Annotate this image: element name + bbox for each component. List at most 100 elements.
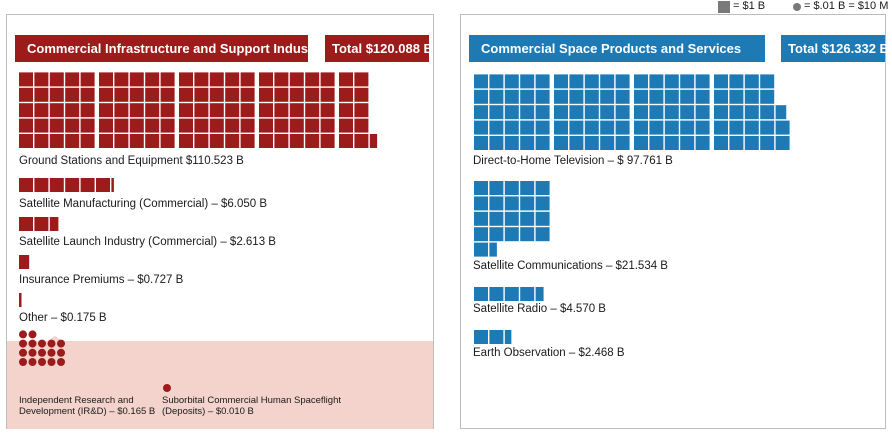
dth-tv-unit [695, 74, 710, 89]
ground-stations-unit [274, 72, 289, 87]
dth-tv-unit [520, 105, 535, 120]
dth-tv-unit [634, 136, 648, 150]
dth-tv-unit [760, 89, 775, 104]
ground-stations-unit [259, 72, 273, 87]
ird-dot [57, 348, 65, 357]
ground-stations-unit [259, 118, 273, 133]
ground-stations-unit [114, 134, 129, 148]
ground-stations-unit [209, 87, 224, 102]
satellite-communications-unit [504, 196, 519, 211]
ground-stations-unit [65, 103, 80, 118]
ground-stations-unit [225, 118, 240, 133]
dth-tv-unit [664, 120, 679, 135]
ground-stations-unit [129, 103, 144, 118]
legend-dot-swatch [793, 3, 801, 11]
ground-stations-unit [65, 118, 80, 133]
dth-tv-unit [714, 105, 728, 120]
satellite-communications-unit [474, 242, 488, 257]
ground-stations-unit [49, 134, 64, 148]
products-total: Total $126.332 B [781, 35, 889, 62]
dth-tv-unit [569, 105, 584, 120]
dth-tv-unit [584, 136, 599, 150]
ground-stations-unit [99, 134, 113, 148]
ground-stations-unit [145, 134, 160, 148]
ground-stations-unit [240, 134, 255, 148]
ground-stations-unit [274, 87, 289, 102]
satellite-communications-unit [489, 227, 504, 242]
satellite-communications-unit [504, 227, 519, 242]
dth-tv-unit [554, 89, 568, 104]
ground-stations-unit [274, 134, 289, 148]
ground-stations-unit [49, 87, 64, 102]
ground-stations-unit [160, 87, 175, 102]
satellite-communications-unit [520, 211, 535, 226]
dth-tv-unit [569, 89, 584, 104]
dth-tv-unit [584, 105, 599, 120]
ird-dot [57, 358, 65, 366]
ground-stations-unit [19, 118, 33, 133]
item-label-insurance-premiums: Insurance Premiums – $0.727 B [19, 274, 184, 286]
dth-tv-unit [744, 89, 759, 104]
satellite-communications-unit [520, 227, 535, 242]
satellite-manufacturing-unit [34, 178, 49, 192]
dth-tv-unit [664, 74, 679, 89]
dth-tv-unit [775, 136, 790, 150]
ground-stations-unit [305, 87, 320, 102]
insurance-premiums-unit-partial [19, 255, 30, 269]
ird-dot [19, 330, 27, 339]
dth-tv-unit [489, 74, 504, 89]
ird-dot [38, 339, 46, 348]
ground-stations-unit [320, 87, 335, 102]
satellite-launch-unit [34, 217, 49, 231]
dth-tv-unit [680, 74, 695, 89]
dth-tv-unit [504, 89, 519, 104]
ground-stations-unit [179, 87, 193, 102]
dth-tv-unit [729, 120, 744, 135]
satellite-communications-unit [520, 181, 535, 195]
ground-stations-unit [320, 134, 335, 148]
satellite-communications-unit [535, 211, 550, 226]
dth-tv-unit [520, 120, 535, 135]
earth-observation-unit [474, 330, 488, 344]
ground-stations-unit [114, 72, 129, 87]
ground-stations-unit [194, 134, 209, 148]
detail-label-suborbital-line2: (Deposits) – $0.010 B [162, 406, 254, 417]
satellite-manufacturing-unit [96, 178, 110, 192]
satellite-communications-unit-partial [489, 242, 497, 257]
ground-stations-unit [145, 87, 160, 102]
ground-stations-unit [19, 103, 33, 118]
ground-stations-unit [129, 87, 144, 102]
satellite-communications-unit [474, 181, 488, 195]
ground-stations-unit [354, 72, 369, 87]
dth-tv-unit [584, 120, 599, 135]
dth-tv-unit [744, 136, 759, 150]
ground-stations-unit [179, 118, 193, 133]
dth-tv-unit [649, 89, 664, 104]
dth-tv-unit [474, 120, 488, 135]
ground-stations-unit [19, 87, 33, 102]
satellite-communications-unit [474, 227, 488, 242]
ground-stations-unit [305, 72, 320, 87]
ground-stations-unit [145, 103, 160, 118]
dth-tv-unit [760, 74, 775, 89]
ground-stations-unit [145, 72, 160, 87]
dth-tv-unit [474, 89, 488, 104]
ground-stations-unit [34, 103, 49, 118]
dth-tv-unit [695, 120, 710, 135]
ground-stations-unit [160, 72, 175, 87]
item-label-dth-tv: Direct-to-Home Television – $ 97.761 B [473, 155, 673, 167]
dth-tv-unit [680, 120, 695, 135]
satellite-communications-unit [535, 181, 550, 195]
dth-tv-unit [695, 136, 710, 150]
ground-stations-unit [34, 87, 49, 102]
ground-stations-unit [225, 103, 240, 118]
dth-tv-unit [615, 74, 630, 89]
dth-tv-unit [520, 89, 535, 104]
earth-observation-unit [489, 330, 504, 344]
dth-tv-unit [760, 120, 775, 135]
legend-square-swatch [718, 1, 730, 13]
ground-stations-unit [259, 134, 273, 148]
dth-tv-unit [634, 105, 648, 120]
dth-tv-unit [615, 136, 630, 150]
ground-stations-unit [80, 87, 95, 102]
